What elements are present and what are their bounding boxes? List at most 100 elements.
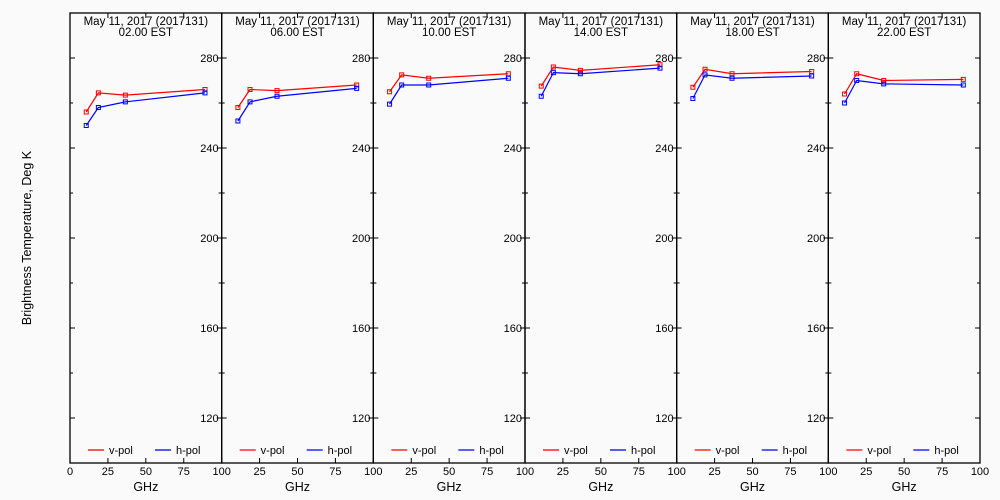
legend-label-h-pol: h-pol: [328, 445, 352, 457]
y-tick-label: 240: [200, 143, 218, 155]
y-tick-label: 120: [655, 413, 673, 425]
data-point-h-pol: [538, 93, 544, 99]
panel-title: May 11, 2017 (2017131): [539, 16, 664, 28]
series-line-h-pol: [389, 77, 509, 105]
y-tick-label: 160: [807, 323, 825, 335]
x-tick-label: 100: [516, 466, 534, 478]
panel-frame: [676, 12, 829, 464]
data-point-h-pol: [202, 90, 208, 96]
x-tick-label: 75: [178, 466, 190, 478]
y-tick-label: 200: [504, 233, 522, 245]
data-point-h-pol: [354, 85, 360, 91]
legend-label-v-pol: v-pol: [867, 445, 891, 457]
x-tick-label: 25: [253, 466, 265, 478]
data-point-h-pol: [95, 105, 101, 110]
y-tick-label: 120: [807, 413, 825, 425]
series-line-v-pol: [692, 68, 812, 88]
data-point-h-pol: [657, 65, 663, 71]
x-tick-label: 100: [212, 466, 230, 478]
data-point-v-pol: [247, 87, 253, 92]
data-point-v-pol: [399, 72, 405, 78]
data-point-h-pol: [881, 81, 887, 87]
y-tick-label: 160: [504, 323, 522, 335]
y-tick-label: 200: [200, 233, 218, 245]
legend-label-h-pol: h-pol: [934, 445, 958, 457]
y-tick-label: 240: [655, 143, 673, 155]
legend-label-h-pol: h-pol: [631, 445, 655, 457]
x-tick-label: 25: [405, 466, 417, 478]
data-point-v-pol: [538, 83, 544, 89]
legend-label-v-pol: v-pol: [261, 445, 285, 457]
data-point-h-pol: [702, 72, 708, 78]
data-point-h-pol: [426, 82, 432, 88]
panel-subtitle: 22.00 EST: [877, 27, 931, 39]
x-tick-label: 75: [633, 466, 645, 478]
data-point-h-pol: [809, 73, 815, 79]
data-point-v-pol: [842, 91, 848, 97]
y-tick-label: 200: [655, 233, 673, 245]
data-point-v-pol: [426, 75, 432, 81]
x-tick-label: 100: [819, 466, 837, 478]
legend-label-h-pol: h-pol: [783, 445, 807, 457]
panel-title: May 11, 2017 (2017131): [690, 16, 815, 28]
panel-subtitle: 10.00 EST: [422, 27, 476, 39]
panel-5: 120 160 200 240 280 25 50 75 100 GHz May 11, 2017 …: [676, 12, 838, 494]
y-tick-label: 120: [352, 413, 370, 425]
data-point-h-pol: [399, 82, 405, 88]
panel-title: May 11, 2017 (2017131): [235, 16, 360, 28]
legend-label-v-pol: v-pol: [564, 445, 588, 457]
data-point-v-pol: [550, 64, 556, 70]
y-tick-label: 160: [200, 323, 218, 335]
y-tick-label: 280: [352, 53, 370, 65]
y-tick-label: 280: [807, 53, 825, 65]
x-tick-label: 75: [329, 466, 341, 478]
data-point-v-pol: [657, 62, 663, 68]
data-point-v-pol: [577, 67, 583, 73]
x-axis-label: GHz: [285, 480, 310, 494]
data-point-h-pol: [274, 93, 280, 99]
series-line-h-pol: [85, 92, 206, 126]
data-point-v-pol: [274, 88, 280, 94]
data-point-v-pol: [387, 89, 393, 95]
y-tick-label: 200: [807, 233, 825, 245]
y-tick-label: 240: [807, 143, 825, 155]
data-point-v-pol: [122, 92, 128, 98]
x-tick-label: 50: [140, 466, 152, 478]
data-point-v-pol: [235, 105, 241, 110]
y-tick-label: 240: [504, 143, 522, 155]
data-point-h-pol: [83, 123, 89, 128]
x-tick-label: 0: [67, 466, 73, 478]
x-tick-label: 75: [481, 466, 493, 478]
x-tick-label: 50: [746, 466, 758, 478]
data-point-v-pol: [690, 84, 696, 90]
x-axis-label: GHz: [892, 480, 917, 494]
panel-frame: [372, 12, 526, 464]
x-tick-label: 25: [860, 466, 872, 478]
series-line-h-pol: [692, 74, 812, 99]
panel-title: May 11, 2017 (2017131): [842, 16, 967, 28]
panel-subtitle: 14.00 EST: [574, 27, 628, 39]
x-tick-label: 100: [667, 466, 685, 478]
x-tick-label: 50: [898, 466, 910, 478]
data-point-h-pol: [247, 99, 253, 105]
panel-subtitle: 02.00 EST: [119, 27, 173, 39]
y-tick-label: 120: [504, 413, 522, 425]
x-tick-label: 100: [971, 466, 989, 478]
panel-subtitle: 06.00 EST: [270, 27, 324, 39]
legend-label-v-pol: v-pol: [109, 445, 133, 457]
series-line-h-pol: [237, 87, 357, 122]
y-tick-label: 200: [352, 233, 370, 245]
panel-2: 120 160 200 240 280 25 50 75 100 GHz May 11, 2017 …: [221, 12, 383, 494]
data-point-v-pol: [960, 76, 966, 82]
data-point-v-pol: [83, 109, 89, 115]
y-tick-label: 160: [352, 323, 370, 335]
x-tick-label: 25: [708, 466, 720, 478]
panel-3: 120 160 200 240 280 25 50 75 100 GHz May 11, 2017 …: [372, 12, 534, 494]
data-point-h-pol: [842, 100, 848, 106]
panel-1: 120 160 200 240 280 0 25 50 75 100 GHz May 11, 2017…: [67, 12, 231, 494]
y-tick-label: 280: [200, 53, 218, 65]
y-tick-label: 280: [655, 53, 673, 65]
data-point-h-pol: [122, 99, 128, 105]
x-axis-label: GHz: [740, 480, 765, 494]
data-point-h-pol: [235, 118, 241, 124]
